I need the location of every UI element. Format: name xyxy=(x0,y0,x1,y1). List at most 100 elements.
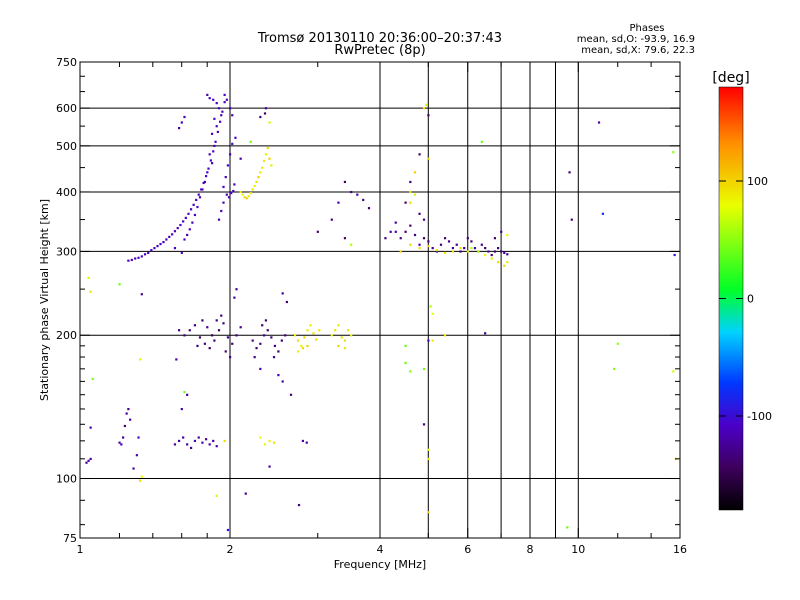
data-point xyxy=(225,98,228,101)
data-point xyxy=(215,102,218,105)
data-point xyxy=(87,459,90,462)
data-point xyxy=(171,233,174,236)
data-point xyxy=(435,250,438,253)
data-point xyxy=(484,247,487,250)
data-point xyxy=(183,390,186,394)
data-point xyxy=(180,121,183,124)
data-point xyxy=(568,171,571,174)
data-point xyxy=(362,198,365,202)
data-point xyxy=(127,407,130,411)
data-point xyxy=(506,253,509,256)
data-point xyxy=(230,191,233,195)
data-point xyxy=(257,175,260,179)
data-point xyxy=(196,344,199,348)
data-point xyxy=(451,247,455,250)
data-point xyxy=(223,439,226,443)
data-point xyxy=(159,242,162,246)
data-point xyxy=(225,193,228,196)
data-point xyxy=(473,247,477,250)
data-point xyxy=(312,332,315,335)
data-point xyxy=(484,332,487,335)
data-point xyxy=(404,361,407,365)
data-point xyxy=(204,438,208,441)
data-point xyxy=(231,114,234,117)
data-point xyxy=(443,251,447,255)
data-point xyxy=(413,171,417,174)
data-point xyxy=(223,93,226,96)
data-point xyxy=(226,528,230,532)
data-point xyxy=(217,218,221,221)
data-point xyxy=(197,436,200,439)
data-point xyxy=(570,218,573,221)
data-point xyxy=(139,358,142,361)
data-point xyxy=(439,243,443,246)
data-point xyxy=(409,370,412,373)
data-point xyxy=(212,439,215,443)
data-point xyxy=(208,443,211,446)
data-point xyxy=(251,339,254,342)
data-point xyxy=(215,445,218,448)
data-point xyxy=(233,183,236,186)
data-point xyxy=(193,439,197,443)
chart-title: Tromsø 20130110 20:36:00–20:37:43 xyxy=(257,31,502,46)
data-point xyxy=(263,112,267,115)
data-point xyxy=(229,153,232,156)
data-point xyxy=(455,243,458,246)
y-tick-label: 200 xyxy=(56,329,77,342)
data-point xyxy=(173,443,177,446)
data-point xyxy=(208,347,211,350)
data-point xyxy=(427,240,430,243)
data-point xyxy=(214,140,217,143)
colorbar-tick-label: 0 xyxy=(747,293,754,306)
data-point xyxy=(118,441,121,444)
data-point xyxy=(212,150,215,153)
data-point xyxy=(206,326,209,329)
data-point xyxy=(350,243,353,246)
x-tick-label: 6 xyxy=(464,543,471,556)
x-tick-label: 10 xyxy=(571,543,585,556)
data-point xyxy=(253,356,256,359)
data-point xyxy=(156,244,159,248)
data-point xyxy=(200,188,203,191)
data-point xyxy=(264,153,268,156)
data-point xyxy=(186,233,189,237)
data-point xyxy=(239,326,242,329)
data-point xyxy=(425,103,428,106)
data-point xyxy=(306,329,309,332)
phase-stats-heading: Phases xyxy=(629,23,664,34)
data-point xyxy=(463,247,466,250)
data-point xyxy=(266,146,269,150)
data-point xyxy=(209,159,212,162)
data-point xyxy=(297,503,301,507)
data-point xyxy=(427,244,430,248)
data-point xyxy=(470,247,473,250)
data-point xyxy=(503,251,506,255)
data-point xyxy=(315,338,318,341)
data-point xyxy=(493,250,497,253)
data-point xyxy=(139,479,142,482)
data-point xyxy=(239,157,242,160)
x-tick-label: 1 xyxy=(77,543,84,556)
data-point xyxy=(221,110,224,113)
data-point xyxy=(247,195,250,198)
data-point xyxy=(184,216,187,219)
data-point xyxy=(277,350,280,353)
data-point xyxy=(147,251,150,255)
data-point xyxy=(500,230,503,233)
data-point xyxy=(301,347,305,350)
data-point xyxy=(239,190,242,194)
data-point xyxy=(189,446,193,450)
data-point xyxy=(226,336,230,339)
data-point xyxy=(241,193,244,196)
data-point xyxy=(272,356,276,359)
data-point xyxy=(309,324,312,327)
plot-grid xyxy=(80,62,680,538)
phase-stats-o: mean, sd,O: -93.9, 16.9 xyxy=(577,34,695,45)
data-point xyxy=(198,196,202,199)
data-point xyxy=(404,344,407,348)
data-point xyxy=(179,223,182,227)
data-point xyxy=(297,350,300,353)
data-point xyxy=(318,329,321,332)
data-point xyxy=(337,344,340,348)
data-point xyxy=(177,439,181,443)
